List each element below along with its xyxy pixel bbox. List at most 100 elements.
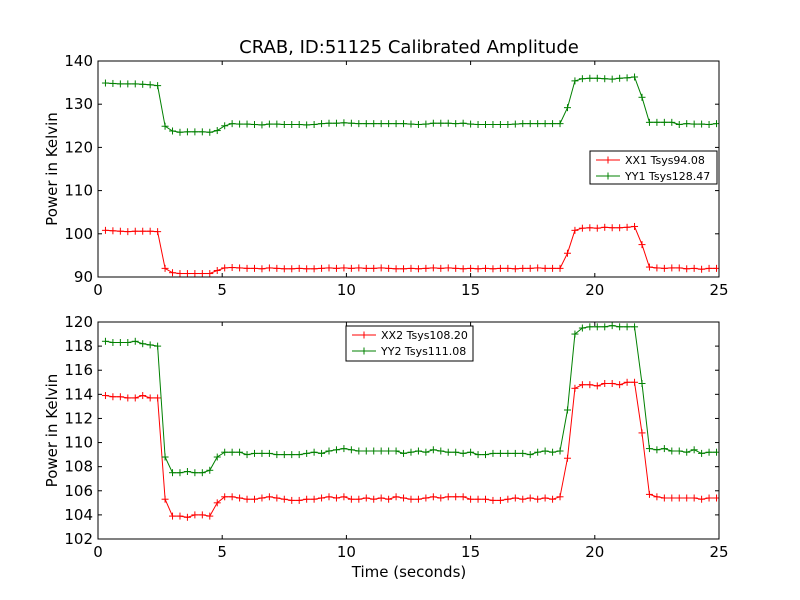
data-point bbox=[571, 384, 579, 392]
x-tick-label: 25 bbox=[709, 543, 728, 561]
data-point bbox=[653, 118, 661, 126]
data-point bbox=[116, 227, 124, 235]
data-point bbox=[183, 467, 191, 475]
data-point bbox=[511, 120, 519, 128]
data-point bbox=[526, 264, 534, 272]
data-point bbox=[362, 120, 370, 128]
y-axis-label: Power in Kelvin bbox=[43, 374, 61, 488]
data-point bbox=[541, 264, 549, 272]
data-point bbox=[593, 323, 601, 331]
data-point bbox=[221, 448, 229, 456]
data-point bbox=[541, 447, 549, 455]
data-point bbox=[422, 120, 430, 128]
data-point bbox=[474, 495, 482, 503]
data-point bbox=[526, 494, 534, 502]
data-point bbox=[675, 447, 683, 455]
data-point bbox=[116, 338, 124, 346]
data-point bbox=[467, 264, 475, 272]
data-point bbox=[429, 493, 437, 501]
data-point bbox=[124, 338, 132, 346]
data-point bbox=[101, 79, 109, 87]
data-point bbox=[414, 121, 422, 129]
data-point bbox=[400, 494, 408, 502]
data-point bbox=[347, 446, 355, 454]
legend-label: YY2 Tsys111.08 bbox=[380, 345, 466, 358]
data-point bbox=[534, 264, 542, 272]
data-point bbox=[526, 451, 534, 459]
data-point bbox=[504, 121, 512, 129]
y-tick-label: 90 bbox=[74, 268, 93, 286]
legend: XX2 Tsys108.20 YY2 Tsys111.08 bbox=[345, 325, 474, 362]
data-point bbox=[273, 264, 281, 272]
data-point bbox=[653, 493, 661, 501]
data-point bbox=[310, 448, 318, 456]
data-point bbox=[511, 449, 519, 457]
data-point bbox=[280, 121, 288, 129]
data-point bbox=[675, 494, 683, 502]
data-point bbox=[228, 448, 236, 456]
series-markers-0-0 bbox=[101, 222, 719, 277]
data-point bbox=[146, 81, 154, 89]
data-point bbox=[586, 74, 594, 82]
data-point bbox=[206, 466, 214, 474]
data-point bbox=[325, 264, 333, 272]
legend: XX1 Tsys94.08 YY1 Tsys128.47 bbox=[589, 150, 718, 185]
data-point bbox=[146, 394, 154, 402]
data-point bbox=[310, 495, 318, 503]
data-point bbox=[250, 449, 258, 457]
data-point bbox=[101, 337, 109, 345]
data-point bbox=[668, 118, 676, 126]
data-point bbox=[459, 493, 467, 501]
data-point bbox=[273, 451, 281, 459]
data-point bbox=[258, 121, 266, 129]
data-point bbox=[198, 511, 206, 519]
data-point bbox=[519, 449, 527, 457]
data-point bbox=[139, 392, 147, 400]
data-point bbox=[675, 264, 683, 272]
data-point bbox=[638, 93, 646, 101]
data-point bbox=[228, 493, 236, 501]
y-tick-label: 112 bbox=[64, 409, 93, 427]
data-point bbox=[563, 406, 571, 414]
data-point bbox=[578, 224, 586, 232]
data-point bbox=[459, 449, 467, 457]
data-point bbox=[303, 449, 311, 457]
data-point bbox=[631, 222, 639, 230]
legend-box bbox=[589, 150, 718, 185]
data-point bbox=[683, 120, 691, 128]
data-point bbox=[496, 496, 504, 504]
data-point bbox=[392, 120, 400, 128]
data-point bbox=[288, 121, 296, 129]
data-point bbox=[191, 270, 199, 277]
data-point bbox=[213, 127, 221, 135]
data-point bbox=[109, 227, 117, 235]
data-point bbox=[489, 265, 497, 273]
data-point bbox=[526, 120, 534, 128]
data-point bbox=[392, 447, 400, 455]
x-tick-label: 5 bbox=[217, 543, 227, 561]
data-point bbox=[414, 447, 422, 455]
data-point bbox=[623, 323, 631, 331]
data-point bbox=[482, 495, 490, 503]
data-point bbox=[325, 119, 333, 127]
data-point bbox=[683, 448, 691, 456]
data-point bbox=[467, 448, 475, 456]
data-point bbox=[541, 494, 549, 502]
data-point bbox=[273, 120, 281, 128]
data-point bbox=[377, 264, 385, 272]
data-point bbox=[623, 378, 631, 386]
data-point bbox=[198, 469, 206, 477]
data-point bbox=[645, 263, 653, 271]
data-point bbox=[124, 228, 132, 236]
data-point bbox=[452, 448, 460, 456]
data-point bbox=[452, 264, 460, 272]
data-point bbox=[243, 264, 251, 272]
data-point bbox=[482, 121, 490, 129]
data-point bbox=[698, 265, 706, 273]
data-point bbox=[616, 381, 624, 389]
data-point bbox=[616, 74, 624, 82]
data-point bbox=[400, 449, 408, 457]
data-point bbox=[288, 265, 296, 273]
data-point bbox=[601, 379, 609, 387]
